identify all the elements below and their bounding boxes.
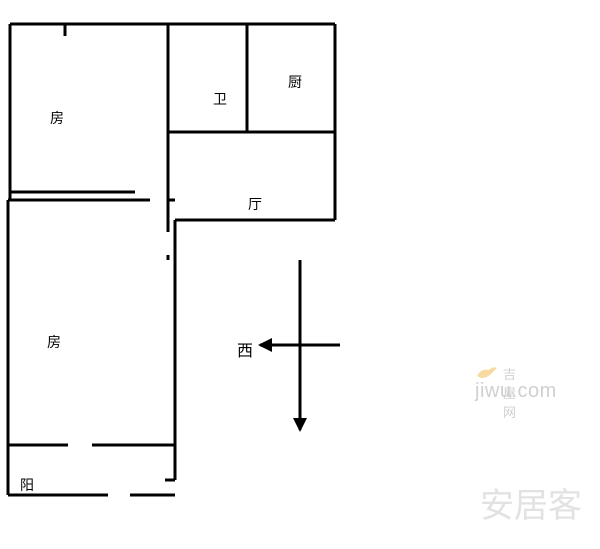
compass-indicator — [258, 260, 340, 432]
balcony-label: 阳 — [20, 475, 34, 495]
room1-label: 房 — [50, 108, 64, 128]
hall-label: 厅 — [248, 194, 262, 214]
bath-label: 卫 — [213, 89, 227, 109]
jiwu-domain-text: jiwu.com — [475, 380, 557, 403]
kitchen-label: 厨 — [288, 72, 302, 92]
compass-west-label: 西 — [237, 337, 253, 361]
room2-label: 房 — [47, 332, 61, 352]
floorplan-outline — [8, 24, 335, 495]
anjuke-watermark: 安居客 — [480, 478, 582, 527]
anjuke-text: 安居客 — [480, 487, 582, 525]
floorplan-inner-walls — [8, 24, 335, 445]
